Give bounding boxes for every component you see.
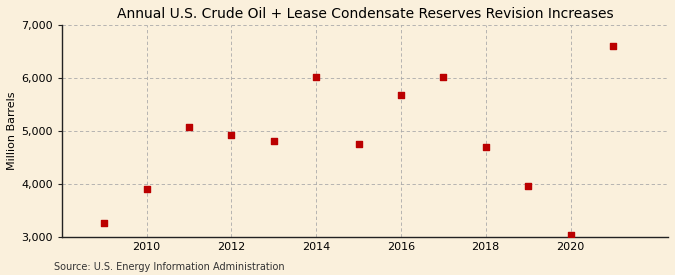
Point	[353, 142, 364, 146]
Point	[226, 133, 237, 137]
Point	[608, 44, 618, 48]
Point	[184, 125, 194, 129]
Title: Annual U.S. Crude Oil + Lease Condensate Reserves Revision Increases: Annual U.S. Crude Oil + Lease Condensate…	[117, 7, 613, 21]
Point	[481, 144, 491, 149]
Point	[438, 74, 449, 79]
Text: Source: U.S. Energy Information Administration: Source: U.S. Energy Information Administ…	[54, 262, 285, 272]
Point	[99, 221, 109, 226]
Point	[269, 139, 279, 144]
Point	[310, 74, 321, 79]
Point	[565, 233, 576, 238]
Point	[396, 93, 406, 97]
Y-axis label: Million Barrels: Million Barrels	[7, 92, 17, 170]
Point	[141, 187, 152, 191]
Point	[522, 184, 533, 189]
